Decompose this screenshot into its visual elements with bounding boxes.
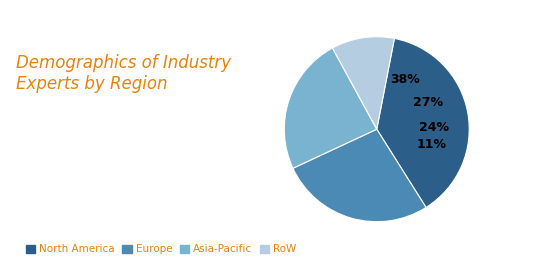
Wedge shape	[377, 38, 469, 208]
Text: Demographics of Industry
Experts by Region: Demographics of Industry Experts by Regi…	[16, 54, 232, 93]
Text: 24%: 24%	[419, 121, 449, 134]
Text: 27%: 27%	[412, 96, 443, 109]
Wedge shape	[293, 129, 426, 222]
Legend: North America, Europe, Asia-Pacific, RoW: North America, Europe, Asia-Pacific, RoW	[21, 240, 301, 259]
Wedge shape	[284, 48, 377, 168]
Text: 38%: 38%	[390, 73, 420, 86]
Text: 11%: 11%	[417, 138, 447, 151]
Wedge shape	[333, 37, 394, 129]
